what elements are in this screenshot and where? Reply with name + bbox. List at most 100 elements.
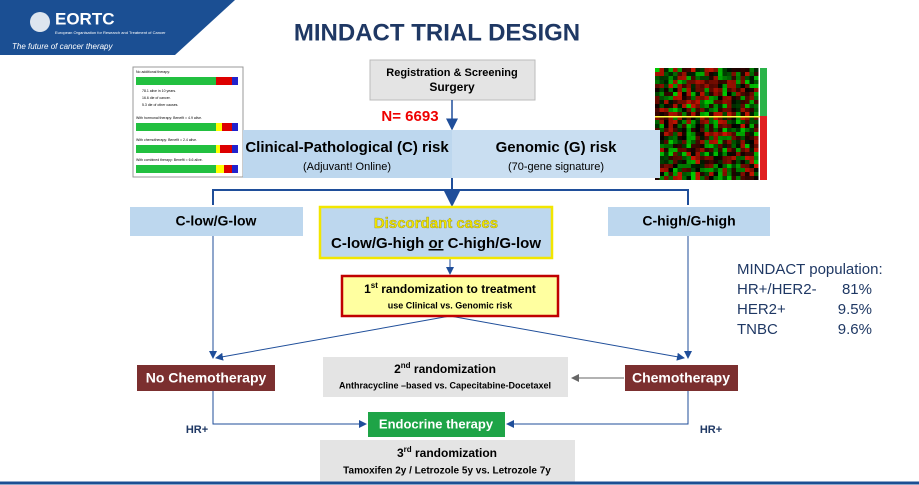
- heat-cell: [673, 164, 678, 168]
- heat-cell: [745, 84, 750, 88]
- heat-cell: [709, 116, 714, 120]
- heat-cell: [731, 172, 736, 176]
- heat-cell: [713, 172, 718, 176]
- heat-cell: [691, 92, 696, 96]
- heat-cell: [731, 156, 736, 160]
- heat-cell: [727, 92, 732, 96]
- heat-cell: [749, 84, 754, 88]
- heat-cell: [713, 108, 718, 112]
- heat-cell: [677, 116, 682, 120]
- heat-cell: [704, 76, 709, 80]
- chemo-box: [625, 365, 738, 391]
- heat-cell: [731, 92, 736, 96]
- heat-cell: [682, 104, 687, 108]
- heat-cell: [677, 96, 682, 100]
- heat-cell: [709, 88, 714, 92]
- heat-cell: [731, 72, 736, 76]
- heat-cell: [709, 132, 714, 136]
- logo-name: EORTC: [55, 9, 115, 28]
- thumb-bar: [216, 165, 224, 173]
- heat-cell: [704, 172, 709, 176]
- heat-cell: [677, 152, 682, 156]
- heat-cell: [659, 128, 664, 132]
- heat-cell: [718, 112, 723, 116]
- heat-cell: [754, 112, 759, 116]
- thumb-bar: [216, 123, 222, 131]
- heat-cell: [754, 124, 759, 128]
- heat-cell: [740, 100, 745, 104]
- heat-cell: [691, 124, 696, 128]
- heat-cell: [673, 176, 678, 180]
- heat-cell: [754, 76, 759, 80]
- heat-cell: [673, 72, 678, 76]
- heat-cell: [749, 108, 754, 112]
- heat-cell: [727, 68, 732, 72]
- heat-cell: [731, 116, 736, 120]
- heat-cell: [718, 68, 723, 72]
- heat-cell: [691, 120, 696, 124]
- heat-cell: [740, 160, 745, 164]
- heat-cell: [700, 108, 705, 112]
- heat-cell: [673, 96, 678, 100]
- heat-cell: [664, 152, 669, 156]
- heat-cell: [709, 168, 714, 172]
- heat-cell: [704, 132, 709, 136]
- heat-cell: [668, 140, 673, 144]
- heat-cell: [736, 172, 741, 176]
- heat-cell: [713, 156, 718, 160]
- registration-box: [369, 59, 536, 101]
- heat-cell: [727, 88, 732, 92]
- heat-cell: [727, 144, 732, 148]
- heat-cell: [727, 164, 732, 168]
- rand1-box: [340, 274, 560, 318]
- heat-cell: [740, 152, 745, 156]
- heat-cell: [673, 88, 678, 92]
- heat-cell: [736, 108, 741, 112]
- heat-cell: [731, 112, 736, 116]
- heat-cell: [677, 140, 682, 144]
- heat-cell: [749, 176, 754, 180]
- rand2-box: [323, 357, 568, 397]
- heat-cell: [700, 104, 705, 108]
- heat-cell: [668, 108, 673, 112]
- heat-cell: [664, 104, 669, 108]
- genomic-title: Genomic (G) risk: [496, 139, 618, 156]
- heat-cell: [722, 140, 727, 144]
- heat-cell: [668, 100, 673, 104]
- heat-cell: [686, 168, 691, 172]
- heat-cell: [749, 156, 754, 160]
- heat-cell: [722, 116, 727, 120]
- heat-cell: [713, 136, 718, 140]
- heat-cell: [682, 116, 687, 120]
- heat-cell: [686, 136, 691, 140]
- heat-cell: [659, 108, 664, 112]
- heat-cell: [673, 160, 678, 164]
- heat-cell: [691, 72, 696, 76]
- heat-cell: [754, 148, 759, 152]
- heat-cell: [731, 132, 736, 136]
- thumb-text: 5.3 die of other causes.: [142, 103, 178, 107]
- heat-cell: [709, 140, 714, 144]
- heat-cell: [659, 84, 664, 88]
- heat-cell: [691, 100, 696, 104]
- discordant-b: C-high/G-low: [448, 235, 542, 252]
- heat-cell: [677, 164, 682, 168]
- heat-cell: [736, 92, 741, 96]
- heat-cell: [718, 144, 723, 148]
- heat-cell: [691, 156, 696, 160]
- rand1-sup: st: [371, 281, 378, 290]
- heat-cell: [664, 176, 669, 180]
- rand2-title: 2nd randomization: [394, 361, 496, 376]
- heat-cell: [745, 100, 750, 104]
- heat-cell: [745, 76, 750, 80]
- heat-cell: [713, 72, 718, 76]
- heat-cell: [691, 168, 696, 172]
- heat-cell: [713, 144, 718, 148]
- heat-cell: [691, 136, 696, 140]
- heat-cell: [740, 116, 745, 120]
- heat-cell: [664, 128, 669, 132]
- heat-cell: [731, 76, 736, 80]
- endocrine-text: Endocrine therapy: [379, 416, 494, 431]
- heat-cell: [727, 152, 732, 156]
